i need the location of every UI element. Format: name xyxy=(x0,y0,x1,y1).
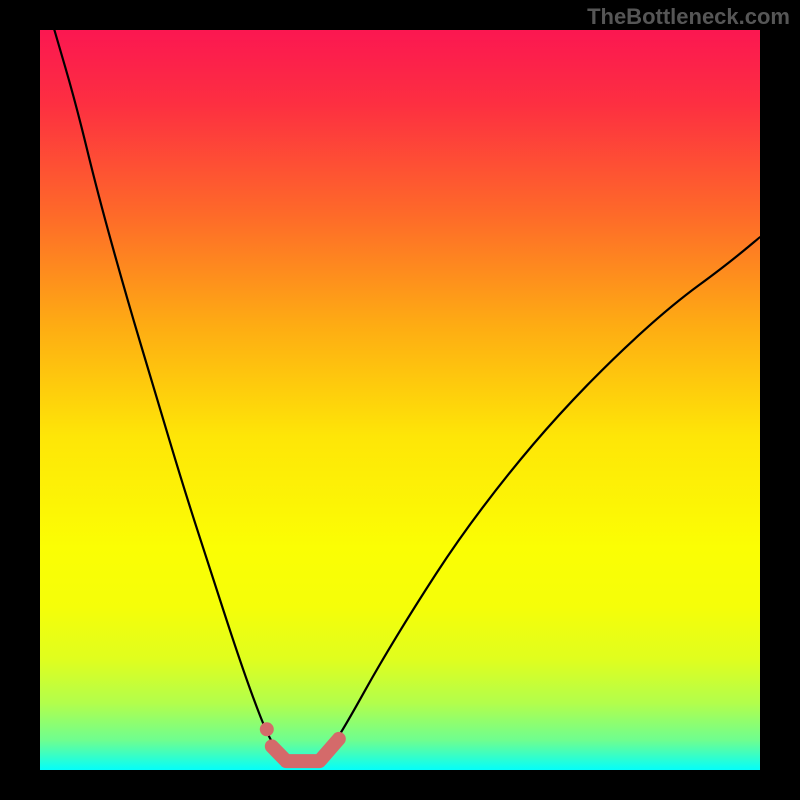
chart-container: TheBottleneck.com xyxy=(0,0,800,800)
plot-background xyxy=(40,30,760,770)
bottleneck-chart xyxy=(0,0,800,800)
marker-dot xyxy=(260,722,274,736)
watermark-text: TheBottleneck.com xyxy=(587,4,790,30)
